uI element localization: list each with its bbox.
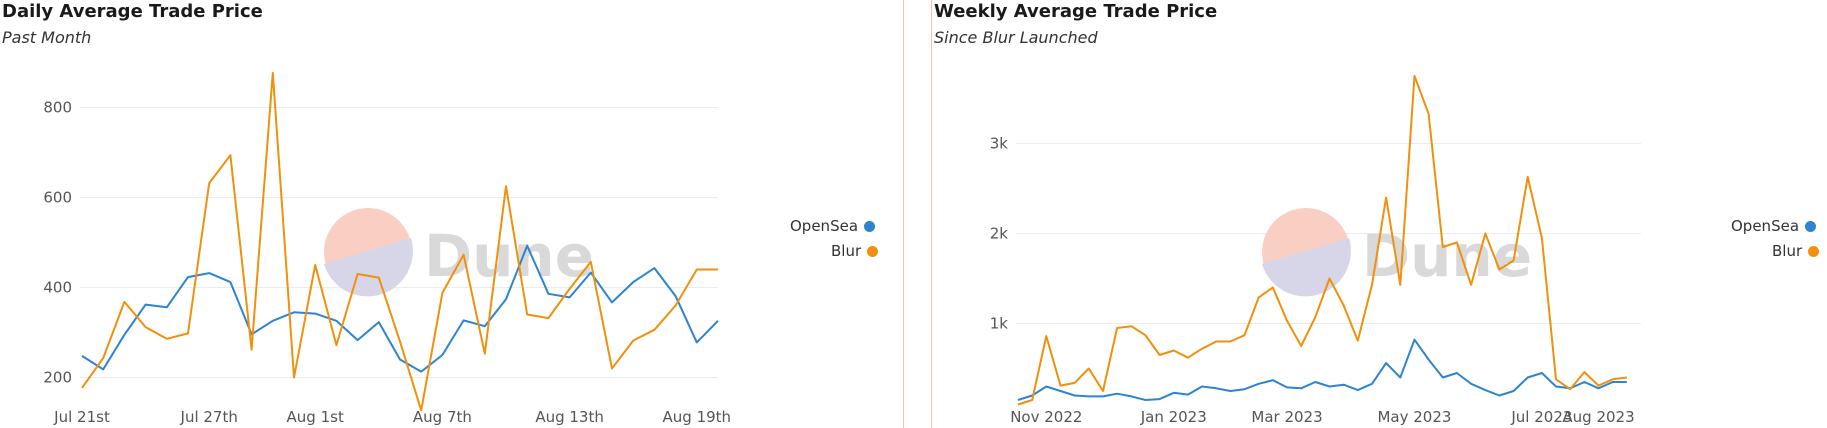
- legend-dot-opensea: [864, 221, 876, 232]
- chart-title: Weekly Average Trade Price: [934, 1, 1218, 22]
- series-line-opensea: [81, 244, 719, 373]
- legend-item-blur[interactable]: Blur: [1772, 242, 1820, 260]
- series-line-blur: [1017, 75, 1627, 406]
- x-tick-label: May 2023: [1377, 408, 1451, 426]
- x-tick-label: Jan 2023: [1140, 408, 1207, 426]
- chart-title: Daily Average Trade Price: [2, 1, 263, 22]
- legend-label-blur: Blur: [1772, 242, 1803, 260]
- x-tick-label: Jul 21st: [53, 408, 110, 426]
- x-tick-label: Aug 13th: [535, 408, 604, 426]
- x-tick-label: Nov 2022: [1010, 408, 1082, 426]
- y-tick-label: 800: [43, 99, 72, 117]
- panel-divider-right: [931, 0, 932, 428]
- legend-item-opensea[interactable]: OpenSea: [1731, 217, 1817, 235]
- legend-item-opensea[interactable]: OpenSea: [790, 217, 876, 235]
- legend-dot-blur: [1808, 246, 1820, 257]
- weekly-line-chart: 1k 2k 3k Dune Nov 2022 Jan 2023 Mar 2023 May 20…: [990, 75, 1641, 426]
- legend-label-opensea: OpenSea: [1731, 217, 1800, 235]
- x-tick-label: Aug 19th: [663, 408, 732, 426]
- x-tick-label: Aug 7th: [413, 408, 472, 426]
- legend-dot-blur: [867, 246, 879, 257]
- watermark-text: Dune: [1362, 222, 1532, 290]
- y-tick-label: 600: [43, 189, 72, 207]
- panel-divider-left: [903, 0, 904, 428]
- daily-chart-panel: Daily Average Trade Price Past Month 200…: [0, 0, 905, 428]
- chart-subtitle: Since Blur Launched: [934, 28, 1098, 47]
- daily-line-chart: 200 400 600 800 Dune Jul 21st Jul 27th Aug 1st A…: [43, 71, 732, 426]
- y-tick-label: 400: [43, 279, 72, 297]
- x-tick-label: Aug 2023: [1562, 408, 1634, 426]
- y-tick-label: 3k: [990, 135, 1009, 153]
- series-line-blur: [81, 71, 718, 412]
- y-tick-label: 1k: [990, 315, 1009, 333]
- legend-label-blur: Blur: [831, 242, 862, 260]
- watermark-text: Dune: [424, 222, 594, 290]
- series-line-opensea: [1017, 338, 1627, 401]
- x-tick-label: Mar 2023: [1251, 408, 1322, 426]
- chart-subtitle: Past Month: [2, 28, 92, 47]
- watermark-wedge: [324, 238, 413, 297]
- y-tick-label: 2k: [990, 225, 1009, 243]
- x-tick-label: Aug 1st: [287, 408, 344, 426]
- legend-item-blur[interactable]: Blur: [831, 242, 879, 260]
- legend-dot-opensea: [1805, 221, 1817, 232]
- x-tick-label: Jul 2023: [1510, 408, 1572, 426]
- y-tick-label: 200: [43, 369, 72, 387]
- x-tick-label: Jul 27th: [180, 408, 238, 426]
- weekly-chart-panel: Weekly Average Trade Price Since Blur La…: [932, 0, 1827, 428]
- legend-label-opensea: OpenSea: [790, 217, 859, 235]
- dune-watermark: Dune: [324, 208, 594, 297]
